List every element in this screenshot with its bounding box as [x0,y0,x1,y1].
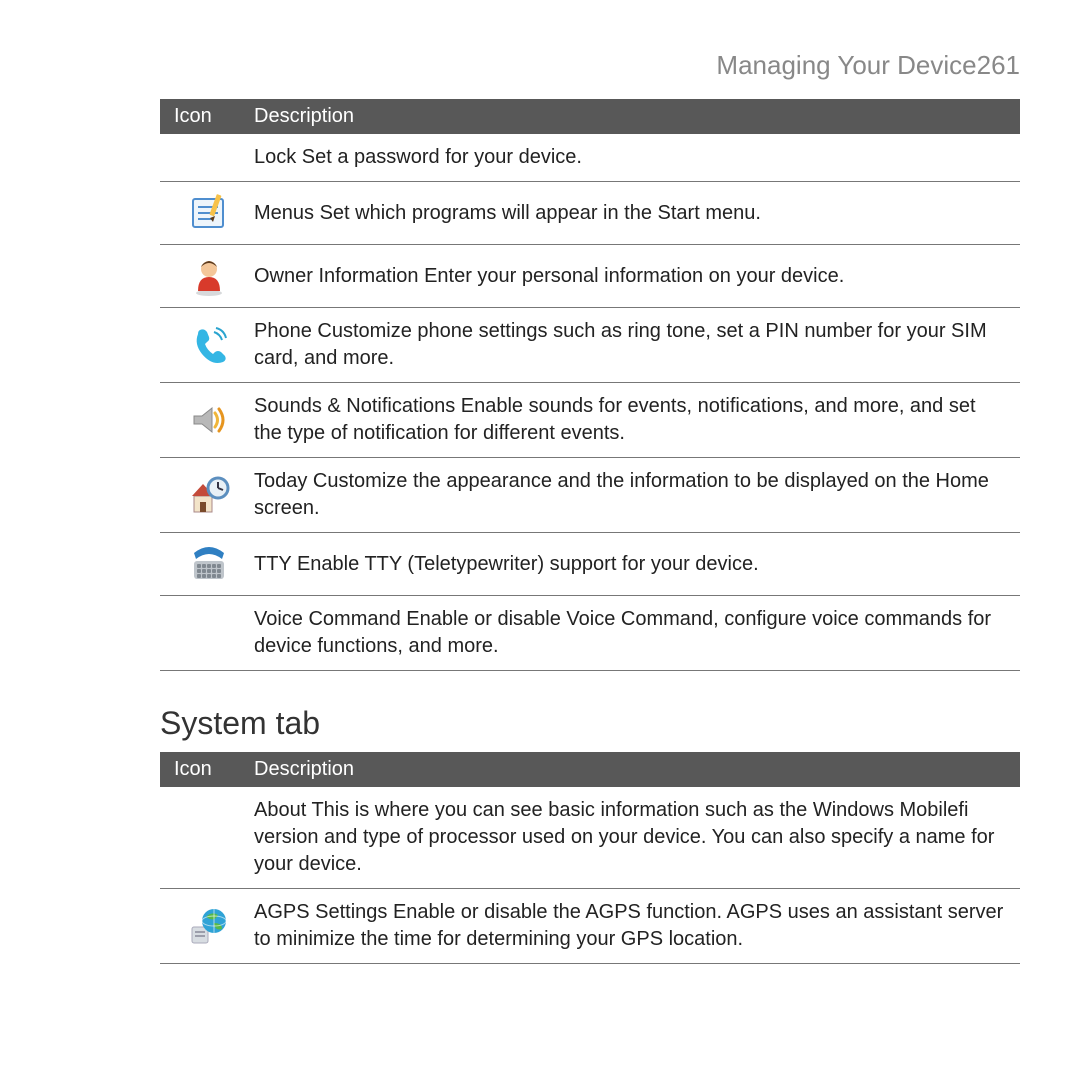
table2-header-icon: Icon [174,758,254,781]
table1-row: Menus Set which programs will appear in … [160,182,1020,245]
phone-icon [174,324,244,366]
table1-row: TTY Enable TTY (Teletypewriter) support … [160,533,1020,596]
table1-row-text: Sounds & Notifications Enable sounds for… [254,393,1006,447]
table1-row-text: Lock Set a password for your device. [254,144,1006,171]
table1-row: Lock Set a password for your device. [160,134,1020,182]
section-system-tab-title: System tab [160,705,1020,742]
table1-row: Phone Customize phone settings such as r… [160,308,1020,383]
table1-row-text: Phone Customize phone settings such as r… [254,318,1006,372]
agps-icon [174,905,244,947]
page-header-title: Managing Your Device [716,50,976,80]
tty-icon [174,543,244,585]
table1-header: Icon Description [160,99,1020,134]
table1-row: Owner Information Enter your personal in… [160,245,1020,308]
table1-row: Voice Command Enable or disable Voice Co… [160,596,1020,671]
page-header-number: 261 [977,50,1020,80]
table1-header-desc: Description [254,105,1006,128]
table1-row-text: TTY Enable TTY (Teletypewriter) support … [254,551,1006,578]
page-header: Managing Your Device261 [160,50,1020,81]
table2-row-text: About This is where you can see basic in… [254,797,1006,878]
table1-row-text: Owner Information Enter your personal in… [254,263,1006,290]
table2-row: AGPS Settings Enable or disable the AGPS… [160,889,1020,964]
sounds-icon [174,399,244,441]
table2-header-desc: Description [254,758,1006,781]
table1-row-text: Menus Set which programs will appear in … [254,200,1006,227]
table1-row: Sounds & Notifications Enable sounds for… [160,383,1020,458]
owner-icon [174,255,244,297]
table2-body: About This is where you can see basic in… [160,787,1020,964]
table2-header: Icon Description [160,752,1020,787]
table1-row: Today Customize the appearance and the i… [160,458,1020,533]
table2-row: About This is where you can see basic in… [160,787,1020,889]
menus-icon [174,192,244,234]
table1-row-text: Today Customize the appearance and the i… [254,468,1006,522]
table1-row-text: Voice Command Enable or disable Voice Co… [254,606,1006,660]
table1-body: Lock Set a password for your device. Men… [160,134,1020,671]
today-icon [174,474,244,516]
table1-header-icon: Icon [174,105,254,128]
table2-row-text: AGPS Settings Enable or disable the AGPS… [254,899,1006,953]
